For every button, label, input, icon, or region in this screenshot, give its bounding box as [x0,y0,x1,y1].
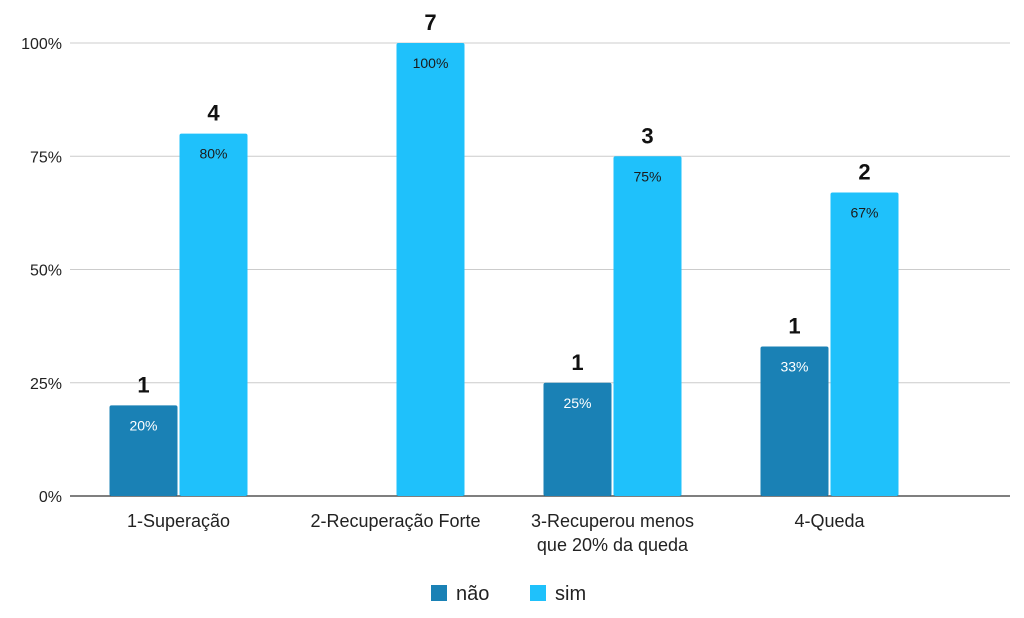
bar-count-label: 4 [207,101,220,126]
legend-swatch-sim [530,585,546,601]
bar-sim [830,192,899,497]
x-category-label: 3-Recuperou menos [531,511,694,531]
bar-nao [760,346,829,496]
y-tick-label: 50% [30,263,62,280]
x-category-label: 1-Superação [127,511,230,531]
bar-count-label: 1 [137,372,149,397]
y-tick-label: 75% [30,149,62,166]
bar-value-label: 100% [413,55,449,71]
bar-value-label: 80% [199,146,227,162]
bar-value-label: 75% [633,168,661,184]
bar-count-label: 3 [641,123,653,148]
bar-nao [109,405,178,496]
x-category-label: que 20% da queda [537,535,689,555]
data-labels: 20% 1 80% 4 100% 7 25% 1 75% 3 33% 1 67% 2 [129,10,878,433]
y-axis-ticks: 0% 25% 50% 75% 100% [21,36,62,506]
x-category-label: 2-Recuperação Forte [310,511,480,531]
x-category-label: 4-Queda [794,511,865,531]
y-tick-label: 0% [39,489,62,506]
bars [109,43,899,497]
bar-sim [179,133,248,496]
legend: não sim [431,583,586,605]
bar-value-label: 33% [780,359,808,375]
bar-nao [543,382,612,496]
legend-label-nao: não [456,583,489,605]
bar-value-label: 67% [850,204,878,220]
legend-swatch-nao [431,585,447,601]
bar-value-label: 20% [129,417,157,433]
bar-sim [613,156,682,496]
y-tick-label: 100% [21,36,62,53]
bar-sim [396,43,465,496]
bar-value-label: 25% [563,395,591,411]
bar-count-label: 2 [858,159,870,184]
legend-label-sim: sim [555,583,586,605]
x-axis-categories: 1-Superação 2-Recuperação Forte 3-Recupero… [127,511,866,555]
bar-count-label: 1 [788,314,800,339]
bar-count-label: 1 [571,350,583,375]
y-tick-label: 25% [30,376,62,393]
bar-count-label: 7 [424,10,436,35]
